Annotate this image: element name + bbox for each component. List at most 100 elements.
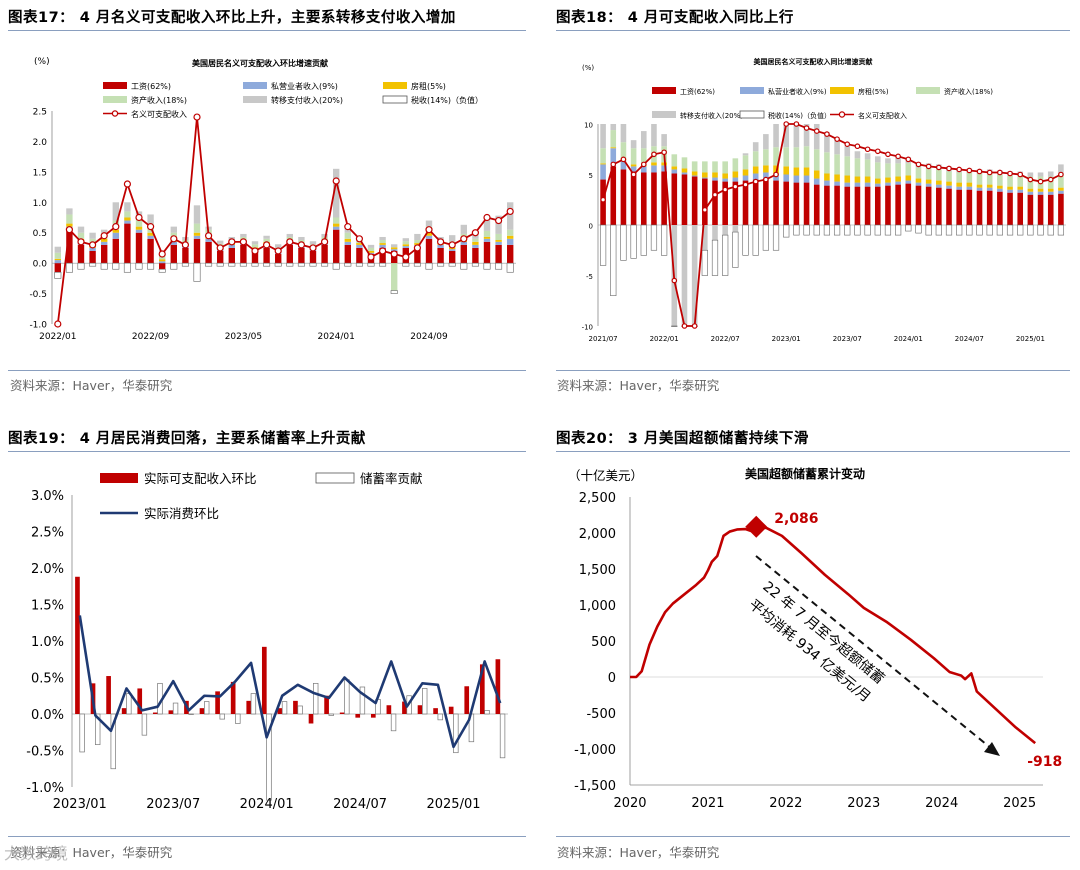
legend-label: 私营业者收入(9%) <box>271 81 338 91</box>
saving-bar <box>110 713 116 770</box>
y-tick-label: -0.5 <box>29 290 47 300</box>
legend-label: 名义可支配收入 <box>131 109 187 119</box>
bar-segment <box>344 238 351 242</box>
y-tick-label: 0.0 <box>33 260 48 270</box>
bar-segment <box>793 147 800 168</box>
bar-segment <box>824 185 830 225</box>
saving-bar <box>172 702 179 715</box>
bar-segment <box>885 163 891 178</box>
bar-segment <box>356 243 363 245</box>
bar-segment <box>783 124 790 148</box>
bar-segment <box>701 249 708 276</box>
bar-segment <box>379 262 387 267</box>
bar-segment <box>495 244 502 264</box>
line-point <box>402 253 410 261</box>
bar-segment <box>495 233 502 241</box>
bar-segment <box>507 238 514 245</box>
bar-segment <box>193 235 201 239</box>
income-bar <box>339 712 345 714</box>
bar-segment <box>66 229 73 264</box>
bar-segment <box>742 224 749 256</box>
income-bar <box>495 659 501 714</box>
bar-segment <box>915 167 922 179</box>
line-point <box>834 136 840 142</box>
bar-segment <box>661 224 668 256</box>
bar-segment <box>996 224 1003 236</box>
y-tick-label: -1.0 <box>29 321 47 331</box>
bar-segment <box>813 124 820 150</box>
legend-swatch <box>740 87 764 94</box>
bar-segment <box>986 184 993 188</box>
x-tick-label: 2023/07 <box>833 335 862 343</box>
bar-segment <box>793 167 800 176</box>
line-point <box>228 238 236 246</box>
bar-segment <box>124 211 131 218</box>
bar-segment <box>702 178 708 225</box>
income-bar <box>152 712 158 714</box>
income-bar <box>75 576 80 714</box>
bar-segment <box>986 187 993 191</box>
income-bar <box>448 706 454 714</box>
bar-segment <box>263 238 270 242</box>
bar-segment <box>124 223 131 264</box>
income-bar <box>230 681 236 714</box>
x-tick-label: 2024/01 <box>894 335 923 343</box>
bar-segment <box>834 154 840 175</box>
bar-segment <box>651 162 657 166</box>
bar-segment <box>793 175 800 183</box>
legend-label: 实际可支配收入环比 <box>144 471 257 486</box>
bar-segment <box>391 247 398 250</box>
saving-bar <box>390 713 397 732</box>
bar-segment <box>681 168 688 173</box>
bar-segment <box>763 149 769 166</box>
bar-segment <box>321 262 329 267</box>
bar-segment <box>298 247 305 264</box>
trend-arrow-line <box>755 555 993 750</box>
bar-segment <box>332 262 340 270</box>
bar-segment <box>263 262 271 267</box>
bar-segment <box>650 224 658 251</box>
legend-swatch <box>243 82 267 89</box>
income-bar <box>246 700 252 714</box>
line-point <box>610 161 617 168</box>
bar-segment <box>691 175 698 177</box>
bar-segment <box>449 235 456 242</box>
bar-segment <box>1058 164 1064 174</box>
line-point <box>1037 178 1044 185</box>
bar-segment <box>344 232 351 239</box>
watermark: 大数跨境 <box>4 844 69 863</box>
line-point <box>471 229 479 237</box>
bar-segment <box>936 180 942 185</box>
bar-segment <box>205 241 212 264</box>
bar-segment <box>834 139 840 155</box>
bar-segment <box>803 146 810 168</box>
line-point <box>367 253 375 261</box>
bar-segment <box>712 177 718 181</box>
series-line <box>56 116 511 325</box>
bar-segment <box>722 178 728 182</box>
bar-segment <box>945 224 953 236</box>
line-point <box>783 121 790 127</box>
bar-segment <box>986 173 993 185</box>
saving-bar <box>141 713 148 736</box>
bar-segment <box>205 238 212 242</box>
line-point <box>355 235 363 243</box>
bar-segment <box>228 247 235 264</box>
bar-segment <box>976 184 983 188</box>
x-tick-label: 2021 <box>691 796 724 811</box>
bar-segment <box>864 153 871 160</box>
saving-bar <box>313 682 319 715</box>
bar-segment <box>824 132 830 153</box>
income-bar <box>308 714 314 724</box>
bar-segment <box>402 238 409 242</box>
legend-swatch <box>243 96 267 103</box>
y-tick-label: 1,000 <box>579 599 616 614</box>
bar-segment <box>1058 173 1064 188</box>
legend-swatch <box>830 87 854 94</box>
bar-segment <box>240 244 247 264</box>
line-point <box>712 191 718 198</box>
line-point <box>309 244 317 252</box>
bar-segment <box>414 233 421 241</box>
line-point <box>946 165 952 172</box>
line-point <box>732 183 739 190</box>
